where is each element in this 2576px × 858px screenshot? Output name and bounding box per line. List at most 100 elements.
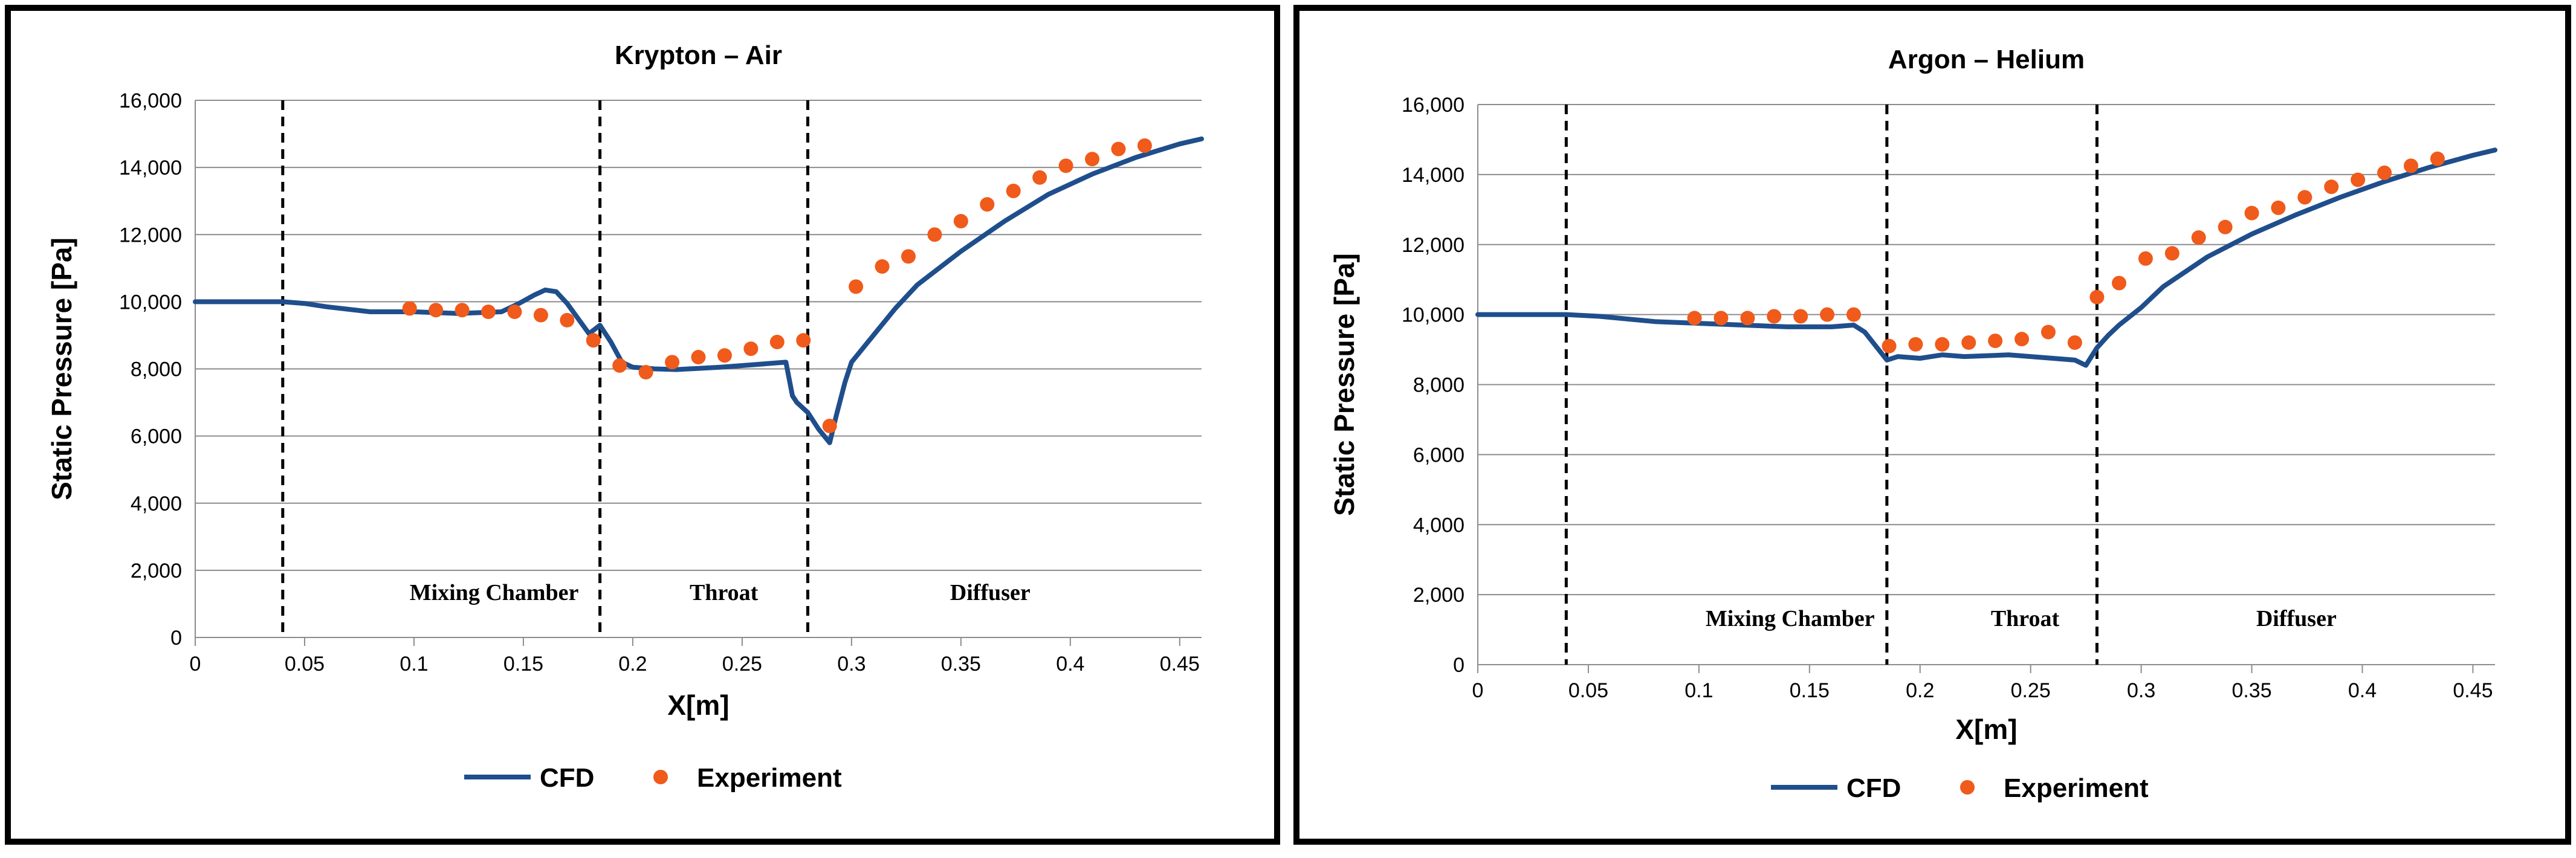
x-tick-label: 0.05: [1568, 679, 1608, 702]
experiment-point: [691, 350, 706, 365]
region-label: Mixing Chamber: [410, 580, 579, 605]
chart-title: Argon – Helium: [1888, 45, 2085, 74]
x-tick-label: 0.1: [400, 653, 428, 676]
x-tick-label: 0.35: [2231, 679, 2271, 702]
region-label: Mixing Chamber: [1706, 606, 1875, 631]
chart-panel-argon-helium: 0 2,000 4,000 6,000 8,000 10,000 12,000 14,000 1…: [1293, 5, 2571, 845]
experiment-point: [2040, 324, 2056, 340]
chart-title: Krypton – Air: [615, 40, 782, 70]
y-tick-label: 12,000: [119, 224, 182, 247]
region-label: Throat: [1991, 606, 2060, 631]
experiment-point: [769, 335, 785, 350]
y-tick-label: 16,000: [119, 89, 182, 112]
x-tick-label: 0.4: [1056, 653, 1084, 676]
x-tick-label: 0.35: [941, 653, 981, 676]
y-tick-label: 10,000: [119, 291, 182, 314]
experiment-point: [2015, 332, 2030, 347]
experiment-point: [560, 312, 575, 327]
experiment-point: [953, 214, 968, 229]
experiment-point: [1793, 309, 1808, 324]
experiment-point: [2351, 172, 2366, 187]
experiment-point: [586, 333, 601, 348]
y-tick-label: 4,000: [1413, 514, 1464, 537]
x-tick-label: 0: [1472, 679, 1484, 702]
region-label: Throat: [690, 580, 759, 605]
experiment-point: [2218, 219, 2233, 234]
experiment-point: [2430, 151, 2445, 166]
y-tick-label: 16,000: [1402, 94, 1464, 117]
y-tick-label: 4,000: [131, 492, 182, 515]
x-tick-label: 0.45: [2453, 679, 2493, 702]
experiment-point: [1767, 309, 1782, 324]
y-axis-title: Static Pressure [Pa]: [1328, 253, 1360, 516]
experiment-point: [402, 301, 417, 316]
y-tick-label: 2,000: [131, 560, 182, 582]
experiment-point: [533, 308, 548, 323]
x-axis-title: X[m]: [1955, 714, 2017, 745]
y-tick-label: 0: [170, 627, 182, 650]
x-axis-title: X[m]: [667, 689, 729, 721]
legend-label-cfd: CFD: [540, 763, 594, 793]
experiment-point: [822, 418, 837, 433]
x-tick-label: 0.05: [285, 653, 325, 676]
experiment-point: [1935, 337, 1950, 352]
chart-panel-krypton-air: 0 2,000 4,000 6,000 8,000 10,000 12,000 14,000 1…: [5, 5, 1280, 845]
experiment-point: [927, 227, 942, 242]
experiment-point: [2067, 335, 2082, 350]
x-tick-label: 0.45: [1160, 653, 1200, 676]
experiment-point: [1988, 334, 2003, 349]
y-axis-title: Static Pressure [Pa]: [46, 237, 77, 500]
experiment-point: [2164, 246, 2180, 261]
experiment-point: [429, 303, 444, 318]
experiment-point: [1908, 337, 1923, 352]
experiment-point: [1137, 138, 1152, 153]
experiment-point: [980, 197, 995, 212]
legend-label-experiment: Experiment: [2004, 773, 2149, 803]
series-line-cfd: [1475, 147, 2497, 368]
x-tick-label: 0.25: [2011, 679, 2051, 702]
legend-label-cfd: CFD: [1846, 773, 1901, 803]
y-tick-label: 10,000: [1402, 304, 1464, 327]
y-tick-label: 8,000: [1413, 374, 1464, 397]
y-tick-label: 8,000: [131, 358, 182, 381]
y-tick-label: 14,000: [119, 156, 182, 179]
experiment-point: [1032, 170, 1047, 185]
experiment-point: [1687, 311, 1702, 326]
x-tick-label: 0.4: [2348, 679, 2377, 702]
experiment-point: [2297, 190, 2312, 205]
experiment-point: [2403, 158, 2418, 173]
region-label: Diffuser: [2256, 606, 2337, 631]
chart-argon-helium: 0 2,000 4,000 6,000 8,000 10,000 12,000 14,000 1…: [1328, 45, 2497, 803]
x-tick-label: 0.1: [1684, 679, 1713, 702]
experiment-point: [665, 355, 680, 370]
experiment-point: [1714, 311, 1729, 326]
experiment-point: [481, 305, 496, 320]
x-tick-label: 0.25: [722, 653, 762, 676]
y-tick-label: 6,000: [1413, 444, 1464, 466]
experiment-point: [717, 348, 732, 363]
experiment-point: [1740, 311, 1755, 326]
x-tick-label: 0.3: [2127, 679, 2155, 702]
x-tick-label: 0.15: [1790, 679, 1830, 702]
experiment-point: [1058, 158, 1073, 173]
x-tick-label: 0.15: [503, 653, 543, 676]
experiment-point: [849, 279, 864, 294]
y-tick-label: 6,000: [131, 425, 182, 448]
experiment-point: [1961, 335, 1976, 350]
experiment-point: [901, 249, 916, 264]
legend-label-experiment: Experiment: [697, 763, 842, 793]
y-tick-label: 12,000: [1402, 234, 1464, 257]
x-tick-label: 0: [190, 653, 201, 676]
region-label: Diffuser: [950, 580, 1031, 605]
legend-marker-experiment: [653, 770, 668, 784]
experiment-point: [1882, 338, 1897, 353]
experiment-point: [1820, 307, 1835, 322]
x-tick-label: 0.3: [837, 653, 866, 676]
experiment-point: [612, 358, 627, 373]
experiment-point: [455, 303, 470, 318]
experiment-point: [796, 333, 811, 348]
experiment-point: [1846, 307, 1861, 322]
experiment-point: [1006, 184, 1021, 199]
experiment-point: [875, 259, 890, 274]
experiment-point: [2138, 251, 2153, 266]
